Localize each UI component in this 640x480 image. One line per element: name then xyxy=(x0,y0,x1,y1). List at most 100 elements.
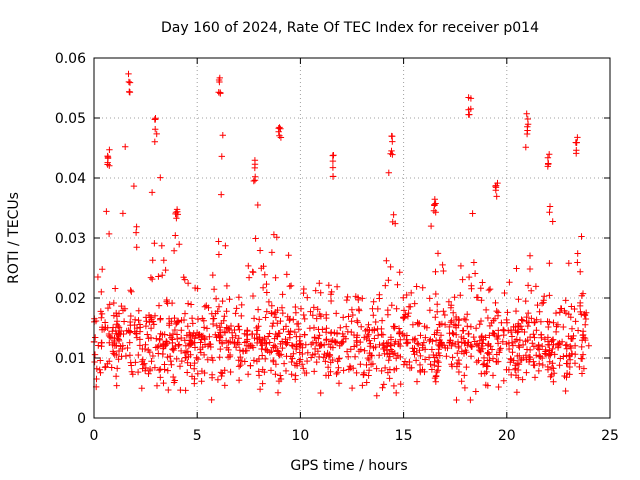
data-point xyxy=(512,372,520,379)
data-point xyxy=(416,347,423,354)
data-point xyxy=(573,147,580,154)
data-point xyxy=(566,356,574,363)
data-point xyxy=(571,360,579,367)
data-point xyxy=(488,319,495,327)
data-point xyxy=(576,363,583,371)
data-point xyxy=(531,319,538,326)
data-point xyxy=(217,345,224,353)
data-point xyxy=(133,324,141,332)
data-point xyxy=(434,327,441,334)
data-point xyxy=(465,111,472,118)
data-point xyxy=(172,232,179,239)
x-tick-label: 20 xyxy=(498,428,516,444)
data-point xyxy=(300,285,307,293)
data-point xyxy=(526,265,534,273)
data-point xyxy=(403,340,410,347)
data-point xyxy=(440,267,447,275)
data-point xyxy=(219,370,226,377)
data-point xyxy=(238,301,245,309)
data-point xyxy=(581,312,588,319)
data-point xyxy=(313,315,320,322)
data-point xyxy=(272,274,279,281)
data-point xyxy=(343,348,351,355)
data-point xyxy=(544,363,551,371)
data-point xyxy=(422,334,429,341)
data-point xyxy=(350,331,358,339)
data-point xyxy=(104,360,111,367)
data-point xyxy=(217,90,224,97)
data-point xyxy=(421,323,428,330)
data-point xyxy=(329,157,337,165)
data-point xyxy=(449,329,456,337)
data-point xyxy=(203,302,210,309)
data-point xyxy=(286,331,293,338)
y-tick-label: 0.04 xyxy=(55,171,86,187)
data-point xyxy=(366,327,373,334)
data-point xyxy=(96,366,103,373)
data-point xyxy=(411,345,418,352)
data-point xyxy=(410,348,417,355)
data-point xyxy=(128,368,135,375)
data-point xyxy=(585,342,592,349)
data-point xyxy=(156,336,163,344)
data-point xyxy=(567,335,575,342)
data-point xyxy=(417,352,424,360)
data-point xyxy=(579,337,586,344)
data-point xyxy=(127,318,134,326)
data-point xyxy=(411,351,418,358)
data-point xyxy=(504,309,511,316)
data-point xyxy=(170,346,177,354)
data-point xyxy=(148,358,155,365)
data-point xyxy=(170,247,178,254)
data-point xyxy=(268,302,275,309)
data-point xyxy=(276,352,283,359)
data-point xyxy=(526,252,534,259)
data-point xyxy=(455,316,462,323)
data-point xyxy=(541,293,548,300)
data-point xyxy=(353,317,361,324)
data-point xyxy=(537,318,545,325)
data-point xyxy=(351,343,358,350)
data-point xyxy=(316,280,323,287)
data-point xyxy=(503,366,510,373)
data-point xyxy=(494,179,501,187)
data-point xyxy=(340,314,347,321)
data-point xyxy=(556,362,563,369)
data-point xyxy=(141,360,148,367)
data-point xyxy=(262,314,269,321)
data-point xyxy=(415,340,422,348)
data-point xyxy=(493,307,500,315)
data-point xyxy=(300,365,307,372)
data-point xyxy=(404,339,411,346)
data-point xyxy=(426,295,433,302)
data-point xyxy=(135,351,142,359)
data-point xyxy=(562,387,569,395)
data-point xyxy=(187,362,194,369)
data-point xyxy=(292,309,300,316)
data-point xyxy=(203,325,211,332)
data-point xyxy=(459,327,466,334)
data-point xyxy=(301,331,308,339)
data-point xyxy=(122,143,129,150)
data-point xyxy=(259,380,266,387)
data-point xyxy=(571,342,579,349)
data-point xyxy=(357,361,364,368)
data-point xyxy=(430,207,438,214)
data-point xyxy=(252,173,259,180)
data-point xyxy=(574,250,581,257)
data-point xyxy=(457,262,465,270)
data-point xyxy=(177,386,184,394)
data-point xyxy=(200,351,208,359)
data-point xyxy=(194,285,201,292)
data-point xyxy=(455,360,463,368)
data-point xyxy=(98,288,105,296)
data-point xyxy=(386,366,394,373)
data-point xyxy=(509,349,516,356)
data-point xyxy=(340,367,347,374)
data-point xyxy=(226,353,234,360)
data-point xyxy=(536,352,543,360)
data-point xyxy=(524,282,532,289)
data-point xyxy=(227,338,234,345)
data-point xyxy=(432,373,440,380)
